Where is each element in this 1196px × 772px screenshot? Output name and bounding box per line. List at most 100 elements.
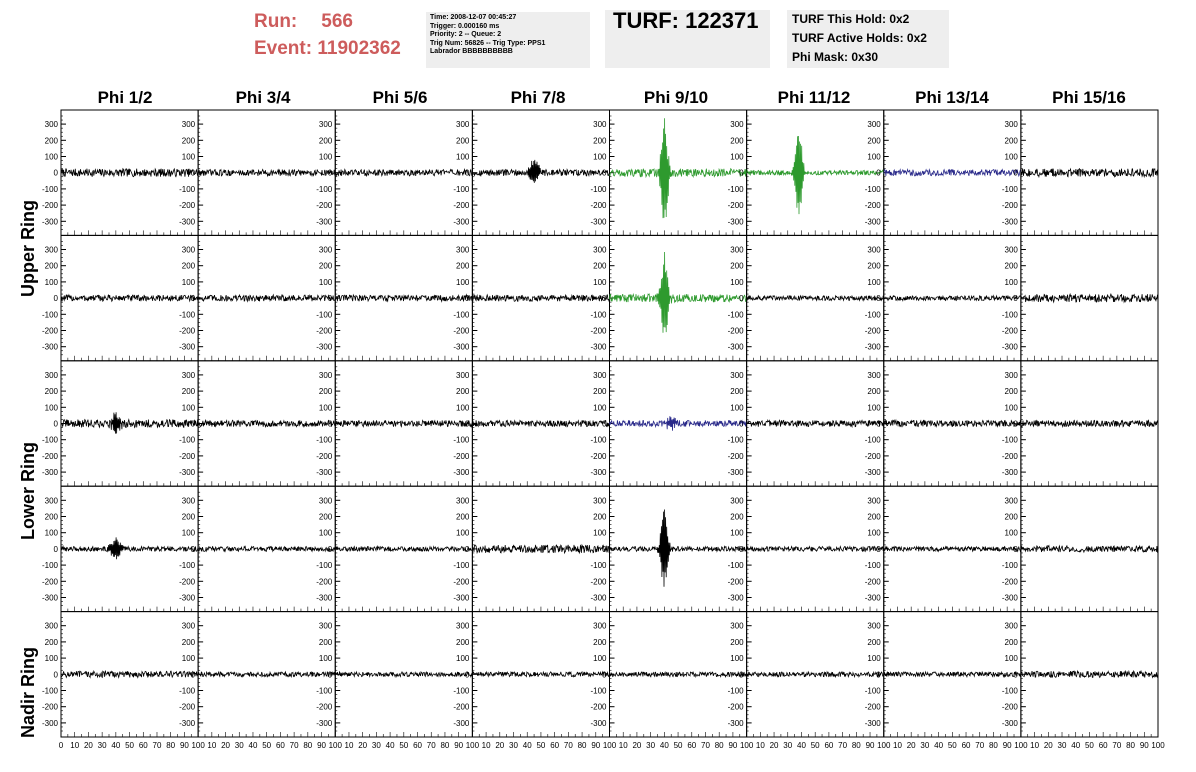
y-tick-label: 0 (1013, 670, 1018, 679)
x-tick-label: 10 (482, 741, 491, 750)
y-tick-label: -100 (865, 185, 882, 194)
y-tick-label: -100 (179, 310, 196, 319)
y-tick-label: 100 (1005, 153, 1019, 162)
y-tick-label: 300 (1005, 371, 1019, 380)
y-tick-label: -100 (179, 561, 196, 570)
y-tick-label: 200 (1005, 136, 1019, 145)
y-tick-label: 0 (465, 169, 470, 178)
y-tick-label: 300 (867, 622, 881, 631)
x-tick-label: 90 (728, 741, 737, 750)
waveform-trace (334, 419, 473, 428)
x-tick-label: 20 (221, 741, 230, 750)
y-tick-label: 200 (319, 262, 333, 271)
y-tick-label: 0 (602, 420, 607, 429)
y-tick-label: 300 (867, 120, 881, 129)
x-tick-label: 20 (84, 741, 93, 750)
y-tick-label: 0 (191, 545, 196, 554)
y-tick-label: 300 (1005, 496, 1019, 505)
y-tick-label: 200 (319, 638, 333, 647)
x-tick-label: 90 (317, 741, 326, 750)
y-tick-label: 300 (1005, 120, 1019, 129)
y-tick-label: -200 (42, 201, 59, 210)
waveform-trace (60, 669, 199, 679)
y-tick-label: 0 (739, 670, 744, 679)
waveform-trace (198, 418, 336, 428)
x-tick-label: 10 (1030, 741, 1039, 750)
x-tick-label: 100 (603, 741, 617, 750)
waveform-trace (472, 543, 610, 555)
y-tick-label: 200 (456, 136, 470, 145)
y-tick-label: -300 (179, 343, 196, 352)
y-tick-label: 100 (319, 654, 333, 663)
x-tick-label: 30 (372, 741, 381, 750)
y-tick-label: -300 (179, 719, 196, 728)
y-tick-label: -100 (316, 185, 333, 194)
y-tick-label: -300 (728, 343, 745, 352)
column-header-phi-1-2: Phi 1/2 (97, 88, 153, 107)
y-tick-label: -200 (453, 452, 470, 461)
y-tick-label: 100 (867, 153, 881, 162)
y-tick-label: 100 (456, 654, 470, 663)
y-tick-label: -100 (590, 436, 607, 445)
turf-this-hold: TURF This Hold: 0x2 (792, 12, 910, 26)
y-tick-label: 100 (593, 529, 607, 538)
y-tick-label: -300 (42, 594, 59, 603)
column-header-phi-3-4: Phi 3/4 (235, 88, 291, 107)
y-tick-label: 200 (867, 136, 881, 145)
x-tick-label: 60 (687, 741, 696, 750)
y-tick-label: 0 (465, 670, 470, 679)
y-tick-label: 200 (45, 638, 59, 647)
panel-r2-c5: 300 200 100 0 -100 -200 -300 (728, 360, 885, 487)
y-tick-label: 100 (730, 153, 744, 162)
panel-r0-c1: 300 200 100 0 -100 -200 -300 (179, 109, 336, 236)
y-tick-label: -100 (316, 436, 333, 445)
panel-r1-c6: 300 200 100 0 -100 -200 -300 (865, 234, 1022, 362)
y-tick-label: 200 (45, 262, 59, 271)
y-tick-label: -100 (1002, 310, 1019, 319)
x-tick-label: 50 (125, 741, 134, 750)
y-tick-label: 0 (602, 169, 607, 178)
x-tick-label: 10 (756, 741, 765, 750)
panel-r2-c2: 300 200 100 0 -100 -200 -300 (316, 360, 473, 487)
y-tick-label: -100 (316, 310, 333, 319)
y-tick-label: 300 (182, 120, 196, 129)
x-tick-label: 10 (619, 741, 628, 750)
y-tick-label: 300 (730, 496, 744, 505)
x-tick-label: 50 (811, 741, 820, 750)
y-tick-label: 100 (45, 278, 59, 287)
info-labrador: Labrador BBBBBBBBBB (430, 48, 513, 56)
x-tick-label: 30 (1058, 741, 1067, 750)
panel-r3-c1: 300 200 100 0 -100 -200 -300 (179, 485, 336, 613)
y-tick-label: 300 (45, 371, 59, 380)
waveform-trace (609, 251, 747, 333)
y-tick-label: 300 (456, 496, 470, 505)
run-label: Run: (254, 11, 298, 32)
x-tick-label: 70 (1112, 741, 1121, 750)
x-tick-label: 30 (646, 741, 655, 750)
x-tick-label: 30 (235, 741, 244, 750)
y-tick-label: -100 (590, 310, 607, 319)
y-tick-label: 0 (876, 169, 881, 178)
panel-r2-c0: 300 200 100 0 -100 -200 -300 (42, 360, 199, 487)
x-tick-label: 90 (866, 741, 875, 750)
y-tick-label: -100 (1002, 561, 1019, 570)
y-tick-label: -200 (1002, 201, 1019, 210)
y-tick-label: 100 (593, 278, 607, 287)
y-tick-label: -200 (179, 327, 196, 336)
y-tick-label: 200 (182, 638, 196, 647)
y-tick-label: -300 (42, 343, 59, 352)
y-tick-label: -100 (42, 310, 59, 319)
waveform-trace (60, 167, 199, 178)
event-line: Event: 11902362 (254, 35, 424, 62)
y-tick-label: 200 (593, 513, 607, 522)
y-tick-label: 100 (319, 278, 333, 287)
panel-r1-c7: 300 200 100 0 -100 -200 -300 (1002, 234, 1159, 362)
y-tick-label: 200 (593, 262, 607, 271)
x-tick-label: 40 (1071, 741, 1080, 750)
x-tick-label: 60 (962, 741, 971, 750)
y-tick-label: 100 (867, 403, 881, 412)
y-tick-label: 100 (867, 278, 881, 287)
x-tick-label: 40 (934, 741, 943, 750)
y-tick-label: -300 (316, 594, 333, 603)
column-header-phi-9-10: Phi 9/10 (643, 88, 709, 107)
